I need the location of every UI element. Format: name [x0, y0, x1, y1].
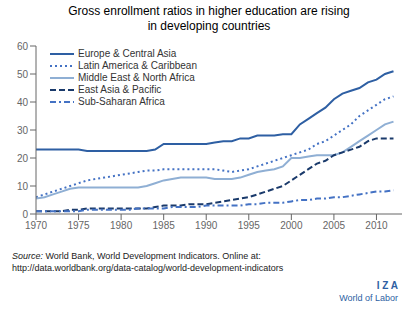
html-text:Latin America & Caribbean: Latin America & Caribbean — [78, 60, 197, 71]
html-text:Source: World Bank, World Deve: Source: World Bank, World Development In… — [12, 251, 261, 261]
svg-text:1980: 1980 — [110, 220, 133, 231]
svg-text:2000: 2000 — [280, 220, 303, 231]
html-text:Sub-Saharan Africa: Sub-Saharan Africa — [78, 96, 165, 107]
svg-text:2010: 2010 — [365, 220, 388, 231]
svg-text:0: 0 — [22, 209, 28, 220]
html-text:I Z A: I Z A — [376, 280, 398, 291]
html-text:Europe & Central Asia: Europe & Central Asia — [78, 48, 177, 59]
html-text:Gross enrollment ratios in hig: Gross enrollment ratios in higher educat… — [68, 4, 350, 33]
svg-text:2005: 2005 — [323, 220, 346, 231]
svg-text:1975: 1975 — [67, 220, 90, 231]
svg-text:20: 20 — [17, 153, 29, 164]
svg-text:1985: 1985 — [153, 220, 176, 231]
html-text:East Asia & Pacific: East Asia & Pacific — [78, 84, 162, 95]
svg-text:10: 10 — [17, 181, 29, 192]
svg-text:50: 50 — [17, 69, 29, 80]
svg-text:30: 30 — [17, 125, 29, 136]
svg-text:40: 40 — [17, 97, 29, 108]
svg-text:1995: 1995 — [238, 220, 261, 231]
html-text:http://data.worldbank.org/data: http://data.worldbank.org/data-catalog/w… — [12, 263, 284, 273]
html-text:World of Labor: World of Labor — [339, 293, 398, 303]
svg-text:1970: 1970 — [25, 220, 48, 231]
svg-text:1990: 1990 — [195, 220, 218, 231]
html-text:Middle East & North Africa: Middle East & North Africa — [78, 72, 195, 83]
svg-text:60: 60 — [17, 41, 29, 52]
